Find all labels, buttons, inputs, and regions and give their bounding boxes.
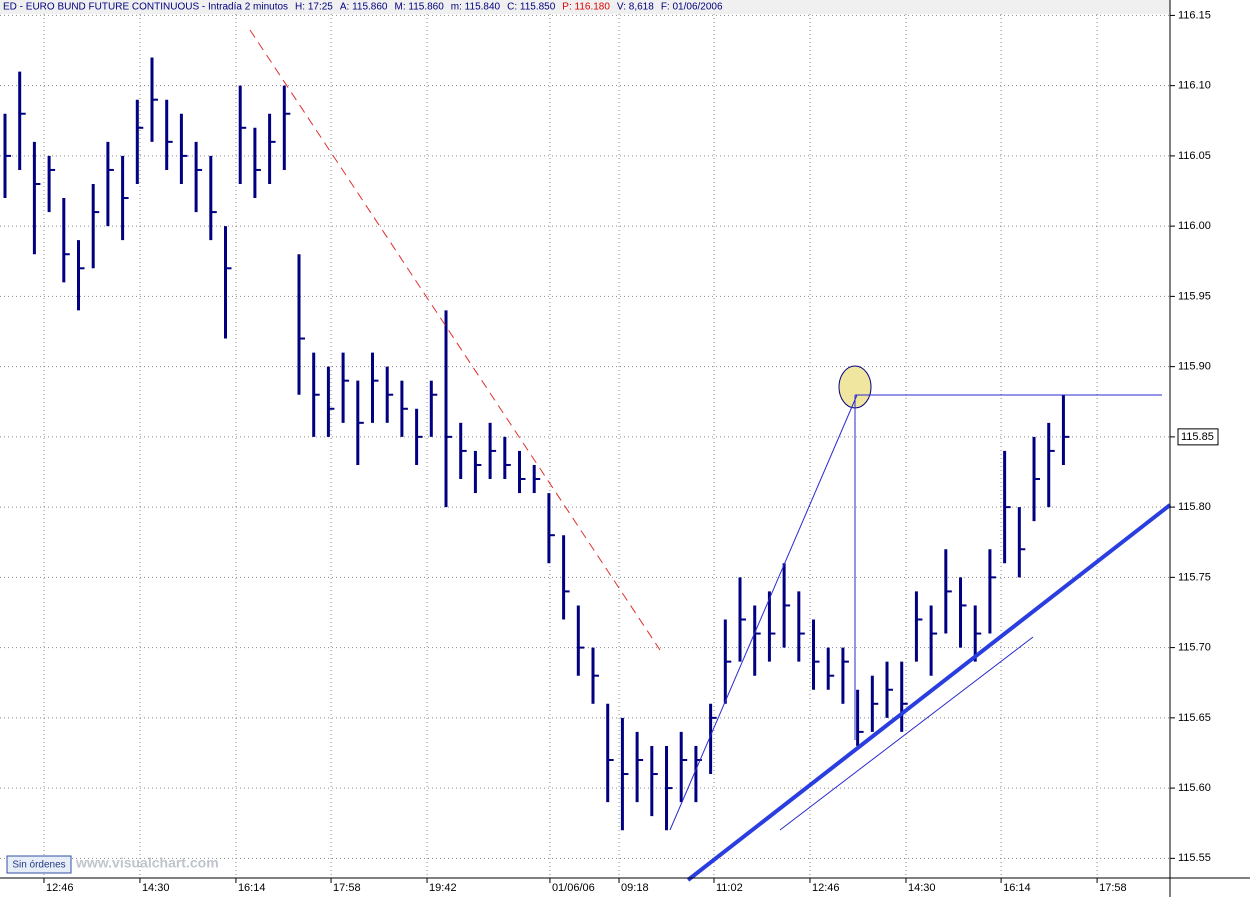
header-field: ED - EURO BUND FUTURE CONTINUOUS - Intra… xyxy=(3,2,288,13)
header-field: H: 17:25 xyxy=(295,2,333,13)
last-price-label: 115.85 xyxy=(1181,431,1214,443)
header-bar xyxy=(0,0,1170,14)
y-tick-label: 115.65 xyxy=(1178,712,1211,724)
x-tick-label: 01/06/06 xyxy=(552,882,595,894)
y-tick-label: 116.05 xyxy=(1178,150,1211,162)
resistance-line xyxy=(249,29,661,651)
x-tick-label: 16:14 xyxy=(238,882,266,894)
channel-line xyxy=(779,636,1034,831)
x-tick-label: 19:42 xyxy=(429,882,457,894)
x-tick-label: 12:46 xyxy=(46,882,74,894)
header-field: m: 115.840 xyxy=(451,2,501,13)
orders-button-label[interactable]: Sin órdenes xyxy=(12,860,65,871)
axes: 115.55 115.60 115.65 115.70 115.75 115.80 115.… xyxy=(43,9,1219,894)
y-tick-label: 115.90 xyxy=(1178,361,1211,373)
header: ED - EURO BUND FUTURE CONTINUOUS - Intra… xyxy=(3,2,723,13)
support-trendline xyxy=(686,503,1172,882)
y-tick-label: 116.10 xyxy=(1178,80,1211,92)
x-tick-label: 12:46 xyxy=(812,882,840,894)
x-tick-label: 17:58 xyxy=(1099,882,1127,894)
x-tick-label: 14:30 xyxy=(142,882,170,894)
y-tick-label: 115.95 xyxy=(1178,290,1211,302)
grid xyxy=(0,14,1170,878)
y-tick-label: 116.00 xyxy=(1178,220,1211,232)
x-tick-label: 16:14 xyxy=(1003,882,1031,894)
header-field: F: 01/06/2006 xyxy=(661,2,723,13)
x-tick-label: 14:30 xyxy=(908,882,936,894)
x-tick-label: 11:02 xyxy=(716,882,743,894)
header-field: A: 115.860 xyxy=(340,2,388,13)
y-tick-label: 115.80 xyxy=(1178,501,1211,513)
x-tick-label: 17:58 xyxy=(333,882,361,894)
header-field: C: 115.850 xyxy=(507,2,556,13)
last-price-box xyxy=(1177,428,1219,446)
y-tick-label: 115.70 xyxy=(1178,642,1211,654)
watermark: www.visualchart.com xyxy=(75,855,219,871)
price-bars xyxy=(3,57,1070,831)
y-tick-label: 116.15 xyxy=(1178,9,1211,21)
x-tick-label: 09:18 xyxy=(621,882,649,894)
header-field: V: 8,618 xyxy=(617,2,654,13)
y-tick-label: 115.55 xyxy=(1178,852,1211,864)
orders-button[interactable] xyxy=(6,855,72,874)
header-field: M: 115.860 xyxy=(395,2,445,13)
y-tick-label: 115.75 xyxy=(1178,571,1211,583)
projection-line xyxy=(669,394,858,831)
header-field: P: 116.180 xyxy=(562,2,610,13)
y-tick-label: 115.60 xyxy=(1178,782,1211,794)
